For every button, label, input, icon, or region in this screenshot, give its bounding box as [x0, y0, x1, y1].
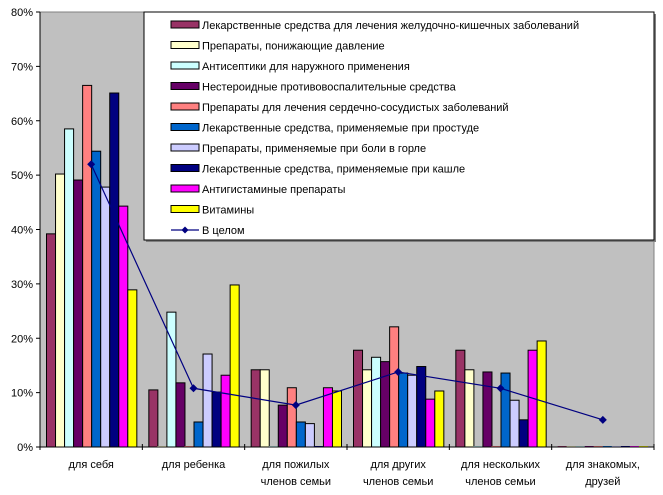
legend-marker [181, 226, 189, 234]
legend-swatch [170, 82, 200, 90]
bar [250, 369, 261, 448]
legend-label: Нестероидные противовоспалительные средс… [202, 82, 457, 94]
legend-label: Витамины [202, 205, 254, 217]
bar [371, 356, 382, 448]
legend-label: Антигистаминые препараты [202, 184, 345, 196]
bar [322, 387, 333, 448]
line-point [87, 160, 96, 169]
bar [277, 404, 288, 448]
legend-swatch [170, 20, 200, 29]
bar [148, 389, 159, 448]
x-tick-label: для пожилых [262, 459, 330, 471]
bar [193, 421, 204, 448]
bar [353, 349, 364, 448]
bar [229, 284, 240, 448]
x-tick-label: для себя [68, 459, 113, 471]
legend-label: Лекарственные средства, применяемые при … [202, 164, 465, 176]
legend-label: Препараты, понижающие давление [202, 41, 385, 53]
bar [55, 173, 66, 448]
bar [73, 179, 84, 448]
legend-swatch [170, 102, 200, 111]
bar [434, 390, 445, 448]
legend-label: В целом [202, 225, 245, 237]
x-tick-label: друзей [585, 476, 620, 488]
bar [389, 326, 400, 448]
bar [259, 369, 270, 448]
legend-swatch [170, 61, 200, 70]
bar [380, 361, 391, 448]
y-tick-label: 10% [11, 388, 33, 400]
y-tick-label: 30% [11, 279, 33, 291]
legend-label: Лекарственные средства, применяемые при … [202, 123, 479, 135]
line-layer [87, 160, 607, 424]
bar [425, 398, 436, 448]
y-tick-label: 0% [17, 442, 33, 454]
x-tick-label: членов семьи [465, 476, 535, 488]
y-tick-label: 50% [11, 170, 33, 182]
bar [100, 186, 111, 448]
y-tick-label: 80% [11, 7, 33, 19]
x-tick-label: членов семьи [261, 476, 331, 488]
bar [175, 382, 186, 448]
bar [509, 399, 520, 448]
bar [91, 150, 102, 448]
bar [46, 233, 57, 448]
bar [455, 349, 466, 448]
legend-swatch [170, 123, 200, 131]
legend: Лекарственные средства для лечения желуд… [143, 11, 656, 242]
bars-layer [46, 84, 648, 448]
bar [464, 369, 475, 448]
bar [211, 391, 222, 448]
bar [127, 289, 138, 448]
line-series [90, 164, 604, 421]
legend-box [143, 11, 655, 241]
bar [407, 374, 418, 448]
bar [286, 387, 297, 448]
bar [482, 371, 493, 448]
bar [331, 390, 343, 448]
legend-label: Препараты, применяемые при боли в горле [202, 143, 426, 155]
x-tick-label: для других [370, 459, 426, 471]
line-point [394, 367, 403, 376]
bar [416, 366, 427, 448]
legend-swatch [170, 41, 200, 49]
legend-swatch [170, 164, 200, 172]
x-tick-label: членов семьи [363, 476, 433, 488]
x-tick-label: для нескольких [461, 459, 540, 471]
legend-label: Лекарственные средства для лечения желуд… [202, 20, 579, 32]
x-tick-label: для ребенка [162, 459, 226, 471]
legend-label: Антисептики для наружного применения [202, 61, 410, 73]
bar [109, 92, 120, 448]
bar [398, 372, 409, 448]
bar [518, 419, 529, 448]
y-tick-label: 70% [11, 61, 33, 73]
legend-swatch [170, 143, 200, 152]
bar [202, 353, 213, 448]
legend-label: Препараты для лечения сердечно-сосудисты… [202, 102, 509, 114]
bar [500, 372, 511, 448]
line-point [598, 415, 607, 424]
legend-swatch [170, 184, 200, 193]
x-tick-label: для знакомых, [566, 459, 640, 471]
bar [536, 340, 547, 448]
bar [220, 374, 231, 448]
bar [304, 423, 315, 448]
legend-swatch [170, 205, 200, 213]
bar [82, 84, 93, 448]
y-tick-label: 20% [11, 333, 33, 345]
bar [64, 128, 75, 448]
line-point [496, 384, 505, 393]
y-axis-ticks: 0% 10% 20% 30% 40% 50% 60% 70% 80% [11, 7, 40, 454]
y-tick-label: 60% [11, 116, 33, 128]
y-tick-label: 40% [11, 225, 33, 237]
line-point [189, 384, 198, 393]
line-point [291, 401, 300, 410]
x-axis-labels: для себя для ребенка для пожилых членов сем… [68, 459, 639, 488]
bar [295, 421, 306, 448]
